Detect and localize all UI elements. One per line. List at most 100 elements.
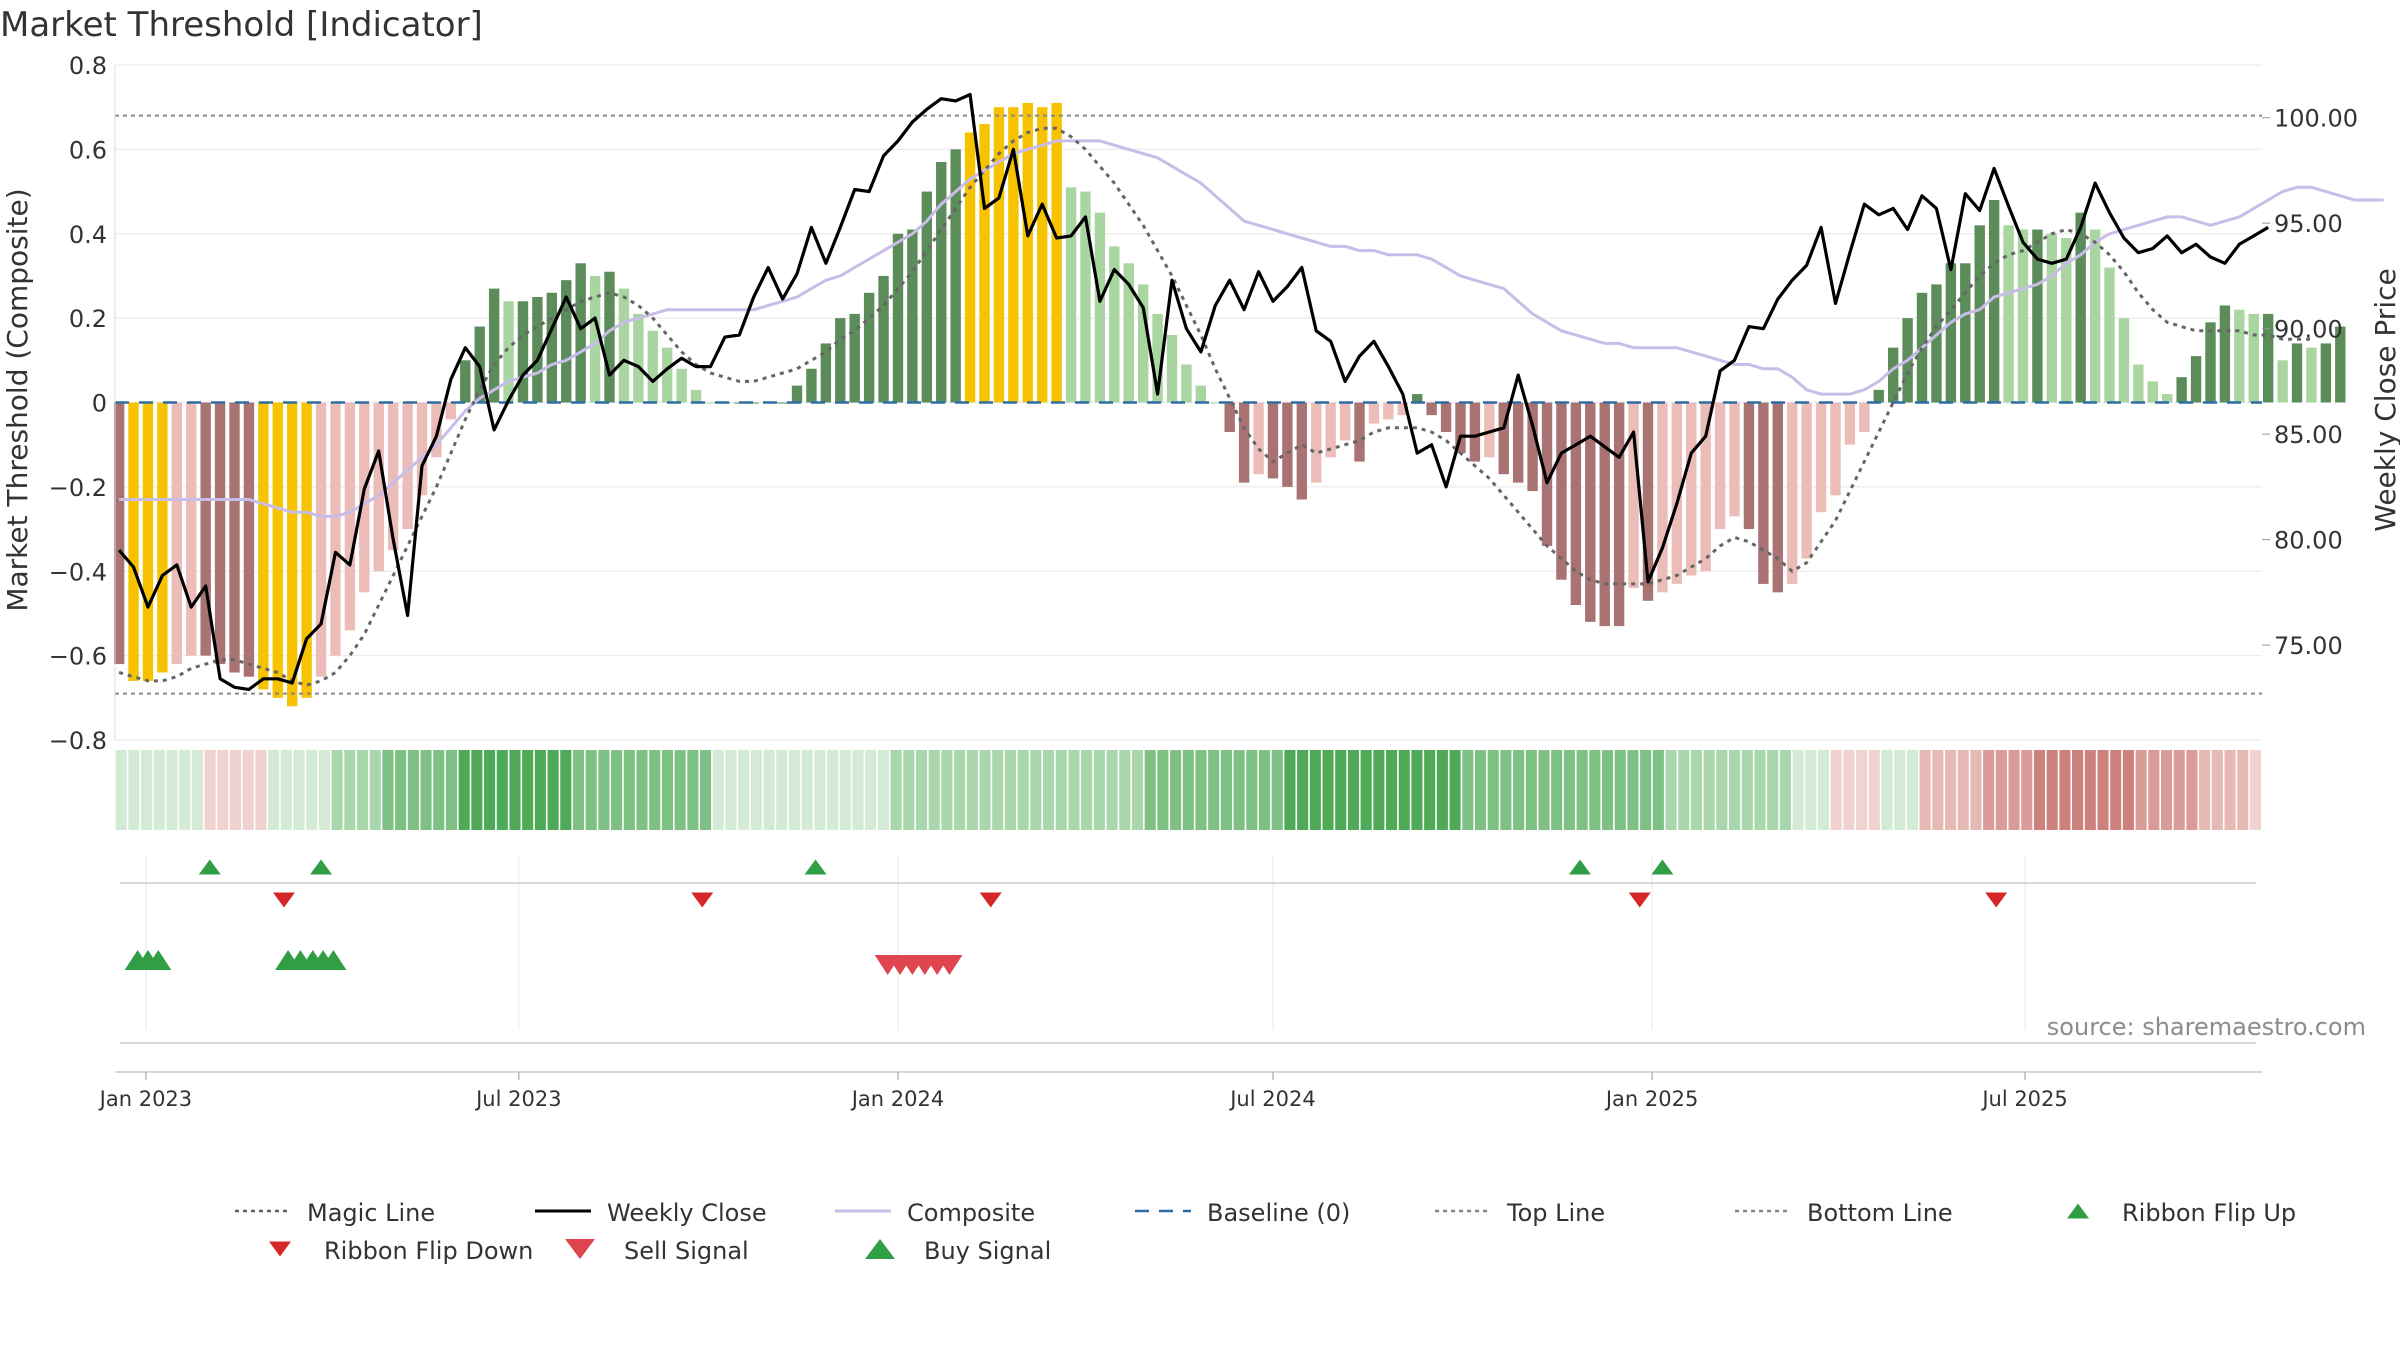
ribbon-segment [407,750,419,830]
ribbon-segment [229,750,242,830]
legend-label: Composite [907,1199,1035,1227]
ribbon-segment [331,750,343,830]
y-right-tick-label: 80.00 [2274,527,2343,555]
composite-bar [315,402,327,677]
ribbon-segment [318,750,330,830]
ribbon-segment [1640,750,1652,830]
y-right-tick-label: 75.00 [2274,632,2343,660]
composite-bar [791,385,803,403]
composite-bar [921,191,933,403]
ribbon-segment [750,750,762,830]
ribbon-segment [1030,750,1042,830]
ribbon-segment [1652,750,1664,830]
ribbon-segment [141,750,153,830]
ribbon-segment [1665,750,1677,830]
ribbon-segment [827,750,839,830]
composite-bar [1412,394,1423,403]
x-axis: Jan 2023 Jul 2023 Jan 2024 Jul 2024 Jan 2025… [98,1071,2262,1111]
ribbon-segment [1906,750,1918,830]
ribbon-segment [1690,750,1703,830]
ribbon-segment [1386,750,1398,830]
ribbon-segment [534,750,546,830]
composite-bar [1772,402,1783,593]
ribbon-segment [1297,750,1309,830]
composite-bar [2133,364,2144,403]
composite-bar [229,402,240,673]
ribbon-flip-down-marker [1628,892,1651,908]
ribbon-segment [1767,750,1779,830]
ribbon-segment [217,750,229,830]
ribbon-segment [1195,750,1207,830]
legend: Magic Line Weekly Close Composite Baseline … [235,1199,2296,1265]
composite-bar [1037,107,1048,403]
ribbon-segment [1678,750,1690,830]
ribbon-segment [1779,750,1791,830]
y-tick-label: −0.6 [49,643,107,671]
composite-bar [171,402,183,665]
composite-bar [1642,402,1654,601]
composite-bar [1296,402,1308,500]
composite-bar [157,402,168,673]
ribbon-segment [915,750,928,830]
composite-bar [1988,200,2000,403]
ribbon-segment [1792,750,1804,830]
ribbon-segment [1970,750,1982,830]
ribbon-segment [687,750,699,830]
ribbon-segment [1995,750,2007,830]
composite-bar [243,402,255,677]
composite-bar [2291,343,2303,403]
ribbon-segment [1614,750,1626,830]
composite-bar [993,107,1005,403]
buy-signal-marker [320,950,347,970]
composite-bar [1051,102,1062,403]
ribbon-strip [115,750,2261,830]
ribbon-segment [1563,750,1575,830]
ribbon-segment [1322,750,1334,830]
ribbon-segment [1703,750,1715,830]
composite-bar [1354,402,1365,462]
ribbon-flip-up-marker [310,859,333,875]
composite-bar [1238,402,1250,483]
composite-bar [1440,402,1452,433]
x-tick-label: Jul 2024 [1228,1087,1315,1111]
composite-bar [2234,309,2245,403]
chart-title: Market Threshold [Indicator] [0,5,483,45]
ribbon-segment [2186,750,2198,830]
ribbon-segment [471,750,483,830]
composite-bar [214,402,226,665]
weekly-close-line [117,92,2270,692]
composite-bar [1974,225,1985,403]
ribbon-segment [1233,750,1245,830]
composite-bar [1585,402,1596,622]
x-tick-label: Jul 2023 [474,1087,561,1111]
composite-bar [1109,246,1120,403]
composite-bar [517,301,529,403]
ribbon-flip-up-marker [1651,859,1674,875]
ribbon-segment [1309,750,1321,830]
ribbon-segment [1576,750,1588,830]
x-tick-label: Jan 2025 [1604,1087,1699,1111]
composite-bar [488,288,500,403]
ribbon-segment [356,750,369,830]
ribbon-segment [572,750,585,830]
ribbon-segment [763,750,775,830]
y-tick-label: 0.4 [69,221,107,249]
ribbon-segment [1373,750,1385,830]
composite-bar [964,132,976,403]
ribbon-segment [560,750,572,830]
ribbon-segment [306,750,318,830]
composite-bar [618,288,630,403]
ribbon-flip-up-marker [198,859,221,875]
ribbon-segment [865,750,877,830]
ribbon-segment [738,750,750,830]
composite-bar [1801,402,1812,559]
composite-bar [1628,402,1639,589]
ribbon-segment [420,750,432,830]
composite-bar [1859,402,1870,433]
y-tick-label: −0.8 [49,727,107,755]
ribbon-segment [776,750,788,830]
composite-bar [2118,318,2130,403]
composite-bar [1657,402,1668,593]
composite-bar [1613,402,1625,627]
composite-bar [1426,402,1437,416]
